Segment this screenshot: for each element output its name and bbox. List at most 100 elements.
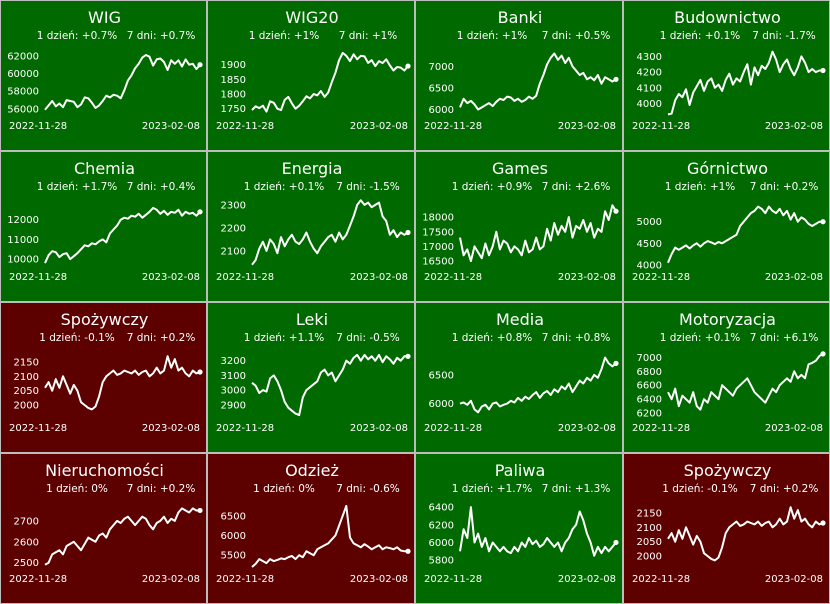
y-tick-label: 17000 — [422, 242, 454, 253]
chart-title: Leki — [296, 310, 328, 329]
x-tick-label-start: 2022-11-28 — [9, 121, 67, 132]
x-tick-label-end: 2023-02-08 — [142, 121, 200, 132]
y-tick-label: 62000 — [7, 51, 39, 62]
x-tick-label-start: 2022-11-28 — [424, 574, 482, 585]
seven-day-change: 7 dni: +6.1% — [750, 332, 819, 344]
x-tick-label-start: 2022-11-28 — [424, 121, 482, 132]
series-line — [667, 506, 824, 562]
x-tick-label-start: 2022-11-28 — [9, 423, 67, 434]
series-line — [251, 199, 409, 266]
series-line — [667, 205, 823, 264]
x-tick-label-end: 2023-02-08 — [558, 574, 616, 585]
x-tick-label-start: 2022-11-28 — [9, 574, 67, 585]
chart-panel: Motoryzacja 1 dzień: +0.1% 7 dni: +6.1% 620… — [623, 302, 830, 453]
x-tick-label-end: 2023-02-08 — [350, 574, 408, 585]
last-value-point — [197, 369, 203, 375]
x-tick-label-end: 2023-02-08 — [765, 574, 823, 585]
chart-panel: Media 1 dzień: +0.8% 7 dni: +0.8% 6000 6500 2… — [415, 302, 623, 453]
y-tick-label: 2100 — [637, 523, 662, 534]
last-value-point — [820, 67, 826, 74]
chart-title: Spożywczy — [684, 461, 772, 480]
y-tick-label: 6400 — [637, 395, 662, 406]
x-tick-label-end: 2023-02-08 — [765, 121, 823, 132]
y-tick-label: 6200 — [637, 409, 662, 420]
seven-day-change: 7 dni: -0.5% — [336, 332, 400, 344]
chart-svg: Leki 1 dzień: +1.1% 7 dni: -0.5% 2900 3000 31… — [216, 310, 411, 434]
y-tick-label: 17500 — [422, 227, 454, 238]
chart-title: WIG — [88, 8, 121, 27]
chart-panel: Leki 1 dzień: +1.1% 7 dni: -0.5% 2900 3000 31… — [207, 302, 415, 453]
seven-day-change: 7 dni: -1.5% — [336, 181, 400, 193]
series-line — [44, 355, 201, 411]
x-tick-label-end: 2023-02-08 — [142, 423, 200, 434]
series-line — [44, 54, 201, 111]
seven-day-change: 7 dni: -1.7% — [752, 30, 816, 42]
y-tick-label: 5500 — [221, 551, 246, 562]
chart-panel: Nieruchomości 1 dzień: 0% 7 dni: +0.2% 2500… — [0, 453, 207, 604]
chart-title: WIG20 — [285, 8, 338, 27]
y-tick-label: 4100 — [637, 83, 662, 94]
seven-day-change: 7 dni: +0.7% — [127, 30, 196, 42]
seven-day-change: 7 dni: +1% — [339, 30, 398, 42]
seven-day-change: 7 dni: +0.5% — [542, 30, 611, 42]
seven-day-change: 7 dni: +0.8% — [542, 332, 611, 344]
x-tick-label-start: 2022-11-28 — [216, 574, 274, 585]
chart-title: Media — [496, 310, 544, 329]
one-day-change: 1 dzień: +0.1% — [660, 30, 741, 42]
chart-svg: Games 1 dzień: +0.9% 7 dni: +2.6% 16500 1700… — [422, 159, 619, 283]
y-tick-label: 4500 — [637, 239, 662, 250]
x-tick-label-start: 2022-11-28 — [9, 272, 67, 283]
y-tick-label: 6000 — [429, 399, 454, 410]
y-tick-label: 6800 — [637, 367, 662, 378]
y-tick-label: 2100 — [14, 372, 39, 383]
seven-day-change: 7 dni: +0.2% — [127, 483, 196, 495]
chart-panel: Energia 1 dzień: +0.1% 7 dni: -1.5% 2100 220… — [207, 151, 415, 302]
y-tick-label: 2100 — [221, 246, 246, 257]
chart-svg: Paliwa 1 dzień: +1.7% 7 dni: +1.3% 5800 6000… — [424, 461, 619, 585]
chart-svg: Górnictwo 1 dzień: +1% 7 dni: +0.2% 4000 450… — [632, 159, 826, 283]
y-tick-label: 2000 — [14, 401, 39, 412]
one-day-change: 1 dzień: +0.7% — [37, 30, 118, 42]
chart-svg: Media 1 dzień: +0.8% 7 dni: +0.8% 6000 6500 2… — [424, 310, 619, 434]
x-tick-label-end: 2023-02-08 — [142, 272, 200, 283]
x-tick-label-start: 2022-11-28 — [424, 272, 482, 283]
last-value-point — [613, 539, 619, 546]
series-line — [44, 206, 201, 264]
last-value-point — [613, 76, 619, 82]
one-day-change: 1 dzień: +1.7% — [452, 483, 533, 495]
chart-title: Nieruchomości — [45, 461, 164, 480]
seven-day-change: 7 dni: +2.6% — [542, 181, 611, 193]
y-tick-label: 6500 — [429, 370, 454, 381]
chart-panel: Górnictwo 1 dzień: +1% 7 dni: +0.2% 4000 450… — [623, 151, 830, 302]
y-tick-label: 2300 — [221, 200, 246, 211]
last-value-point — [820, 351, 826, 357]
y-tick-label: 58000 — [7, 87, 39, 98]
y-tick-label: 1900 — [221, 60, 246, 71]
chart-panel: Spożywczy 1 dzień: -0.1% 7 dni: +0.2% 2000 2… — [623, 453, 830, 604]
one-day-change: 1 dzień: +0.1% — [660, 332, 741, 344]
chart-svg: Budownictwo 1 dzień: +0.1% 7 dni: -1.7% 400… — [632, 8, 826, 132]
chart-svg: Spożywczy 1 dzień: -0.1% 7 dni: +0.2% 2000 2… — [9, 310, 203, 434]
one-day-change: 1 dzień: -0.1% — [39, 332, 115, 344]
y-tick-label: 1750 — [221, 104, 246, 115]
chart-panel: WIG 1 dzień: +0.7% 7 dni: +0.7% 56000 58000 6… — [0, 0, 207, 151]
series-line — [667, 353, 824, 411]
last-value-point — [405, 63, 411, 69]
last-value-point — [820, 520, 826, 526]
y-tick-label: 4000 — [637, 260, 662, 271]
x-tick-label-start: 2022-11-28 — [632, 574, 690, 585]
y-tick-label: 7000 — [429, 62, 454, 73]
x-tick-label-start: 2022-11-28 — [216, 423, 274, 434]
x-tick-label-end: 2023-02-08 — [350, 423, 408, 434]
chart-svg: Spożywczy 1 dzień: -0.1% 7 dni: +0.2% 2000 2… — [632, 461, 826, 585]
y-tick-label: 2200 — [221, 223, 246, 234]
one-day-change: 1 dzień: 0% — [46, 483, 108, 495]
x-tick-label-end: 2023-02-08 — [558, 423, 616, 434]
x-tick-label-end: 2023-02-08 — [558, 272, 616, 283]
x-tick-label-end: 2023-02-08 — [350, 121, 408, 132]
chart-svg: Nieruchomości 1 dzień: 0% 7 dni: +0.2% 2500… — [9, 461, 203, 585]
chart-title: Games — [492, 159, 548, 178]
seven-day-change: 7 dni: -0.6% — [336, 483, 400, 495]
one-day-change: 1 dzień: +1% — [665, 181, 736, 193]
